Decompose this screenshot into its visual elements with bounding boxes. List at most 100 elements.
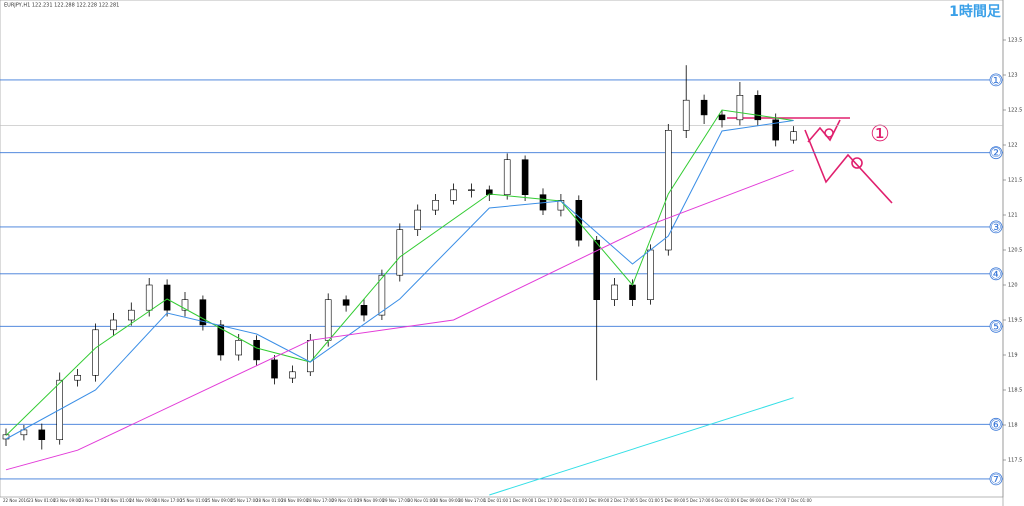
annotation: ①: [870, 122, 890, 147]
candle-body: [253, 339, 260, 361]
x-tick-label: 7 Dec 01:00: [787, 498, 812, 503]
candle-body: [378, 274, 386, 316]
x-tick-label: 29 Nov 09:00: [357, 498, 384, 503]
candle-body: [199, 299, 207, 326]
y-tick-label: 119.5: [1008, 318, 1022, 324]
x-tick-label: 28 Nov 09:00: [281, 498, 308, 503]
x-tick-label: 24 Nov 01:00: [104, 498, 131, 503]
x-tick-label: 1 Dec 17:00: [534, 498, 559, 503]
x-tick-label: 2 Dec 01:00: [560, 498, 585, 503]
candle-body: [754, 95, 762, 121]
x-tick-label: 23 Nov 09:00: [54, 498, 81, 503]
candle-body: [360, 304, 368, 316]
x-tick-label: 1 Dec 01:00: [484, 498, 509, 503]
x-tick-label: 5 Dec 17:00: [686, 498, 711, 503]
level-label: ③: [990, 220, 1002, 235]
x-tick-label: 29 Nov 17:00: [383, 498, 410, 503]
x-tick-label: 24 Nov 09:00: [130, 498, 157, 503]
y-tick-label: 122: [1008, 143, 1018, 149]
y-tick-label: 117.5: [1008, 458, 1022, 464]
level-label: ⑤: [990, 320, 1002, 335]
candle-body: [217, 324, 225, 356]
candle-body: [790, 131, 797, 141]
candle-body: [163, 284, 171, 311]
candle-body: [521, 159, 529, 195]
level-badge: [989, 267, 1003, 281]
x-tick-label: 30 Nov 09:00: [433, 498, 460, 503]
x-tick-label: 30 Nov 17:00: [458, 498, 485, 503]
candle-body: [289, 371, 296, 379]
y-tick-label: 118.5: [1008, 388, 1022, 394]
y-tick-label: 121: [1008, 213, 1018, 219]
candle-body: [271, 359, 278, 379]
y-tick-label: 118: [1008, 423, 1018, 429]
x-tick-label: 22 Nov 2016: [3, 498, 29, 503]
y-tick-label: 122.5: [1008, 108, 1022, 114]
x-tick-label: 25 Nov 17:00: [231, 498, 258, 503]
candle-body: [110, 319, 117, 331]
annotation-shapes: [727, 117, 893, 204]
candle-body: [682, 99, 690, 131]
x-tick-label: 28 Nov 17:00: [307, 498, 334, 503]
plot-frame: [0, 0, 1004, 498]
moving-average: [5, 120, 794, 440]
candle-body: [503, 159, 511, 195]
candle-body: [700, 99, 708, 116]
candle-body: [647, 249, 654, 301]
level-label: ⑥: [990, 418, 1002, 433]
level-badge: [989, 220, 1003, 234]
candle-body: [718, 114, 726, 121]
candle-body: [450, 189, 457, 201]
level-badge: [989, 319, 1003, 333]
candle-body: [611, 284, 618, 300]
candle-body: [575, 200, 583, 241]
candle-body: [128, 309, 135, 321]
candle-body: [485, 189, 493, 196]
level-badge: [989, 472, 1003, 486]
candle-body: [306, 339, 314, 373]
candle-body: [342, 299, 350, 306]
x-tick-label: 5 Dec 09:00: [661, 498, 686, 503]
x-tick-label: 6 Dec 01:00: [711, 498, 736, 503]
level-label: ②: [990, 146, 1002, 161]
x-tick-label: 23 Nov 01:00: [28, 498, 55, 503]
candle-body: [38, 429, 46, 440]
y-tick-label: 121.5: [1008, 178, 1022, 184]
x-tick-label: 25 Nov 01:00: [180, 498, 207, 503]
moving-average: [5, 169, 794, 471]
x-tick-label: 30 Nov 01:00: [408, 498, 435, 503]
level-badge: [989, 146, 1003, 160]
y-tick-label: 123: [1008, 73, 1018, 79]
level-badge: [989, 73, 1003, 87]
x-tick-label: 2 Dec 09:00: [585, 498, 610, 503]
candle-body: [593, 239, 601, 300]
y-tick-label: 119: [1008, 353, 1018, 359]
y-tick-label: 120: [1008, 283, 1018, 289]
candle-body: [736, 95, 744, 121]
candle-body: [235, 339, 242, 356]
candle-body: [432, 200, 439, 211]
y-tick-label: 123.5: [1008, 38, 1022, 44]
level-label: ⑦: [990, 472, 1002, 487]
candle-body: [396, 229, 404, 276]
header: EURJPY,H1 122.231 122.288 122.228 122.28…: [4, 3, 119, 9]
title: 1時間足: [949, 3, 1002, 20]
moving-average: [5, 109, 794, 436]
candle-body: [772, 119, 780, 141]
candle-body: [20, 429, 28, 436]
candle-body: [145, 284, 153, 311]
candle-body: [414, 209, 422, 231]
x-tick-label: 23 Nov 17:00: [79, 498, 106, 503]
y-tick-label: 120.5: [1008, 248, 1022, 254]
candle-body: [181, 299, 189, 311]
x-tick-label: 28 Nov 01:00: [256, 498, 283, 503]
x-tick-label: 6 Dec 09:00: [737, 498, 762, 503]
candle-body: [468, 189, 475, 191]
x-tick-label: 1 Dec 09:00: [509, 498, 534, 503]
x-tick-label: 2 Dec 17:00: [610, 498, 635, 503]
candle-body: [629, 284, 636, 300]
candle-body: [74, 374, 81, 381]
candle-body: [324, 299, 332, 341]
